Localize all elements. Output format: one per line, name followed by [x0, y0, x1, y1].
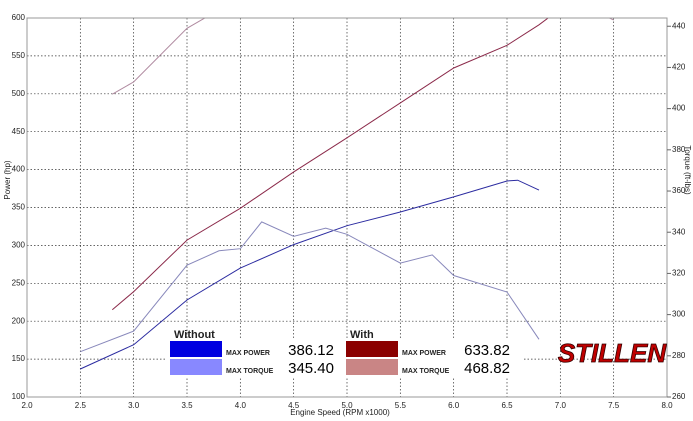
y2-tick-label: 300 — [672, 310, 686, 319]
legend-value: 633.82 — [464, 342, 510, 359]
x-tick-label: 8.0 — [661, 401, 673, 410]
legend-swatch — [170, 341, 222, 357]
y-tick-label: 550 — [12, 51, 26, 60]
series-line — [80, 221, 540, 353]
legend-value: 468.82 — [464, 360, 510, 377]
y-tick-label: 450 — [12, 127, 26, 136]
y-tick-label: 600 — [12, 13, 26, 22]
x-axis-title: Engine Speed (RPM x1000) — [290, 408, 390, 417]
series-line — [111, 18, 549, 311]
x-tick-label: 2.5 — [75, 401, 87, 410]
legend-background — [166, 338, 522, 378]
x-tick-label: 5.5 — [395, 401, 407, 410]
legend-swatch — [346, 359, 398, 375]
y-tick-label: 100 — [12, 392, 26, 401]
y2-tick-label: 280 — [672, 351, 686, 360]
series-line — [112, 18, 614, 95]
x-tick-label: 2.0 — [21, 401, 33, 410]
y2-tick-label: 320 — [672, 269, 686, 278]
x-tick-label: 3.5 — [181, 401, 193, 410]
series-line — [80, 179, 540, 370]
x-tick-label: 6.5 — [501, 401, 513, 410]
plot-lines — [80, 18, 614, 370]
x-tick-label: 3.0 — [128, 401, 140, 410]
legend-swatch — [346, 341, 398, 357]
legend-label: MAX TORQUE — [402, 368, 450, 375]
plot-border — [26, 17, 668, 398]
y-tick-label: 200 — [12, 316, 26, 325]
y2-tick-label: 400 — [672, 104, 686, 113]
y2-tick-label: 380 — [672, 145, 686, 154]
y2-tick-label: 360 — [672, 186, 686, 195]
y2-tick-label: 420 — [672, 63, 686, 72]
legend-title: Without — [174, 329, 215, 341]
legend-label: MAX TORQUE — [226, 368, 274, 375]
x-tick-label: 4.5 — [288, 401, 300, 410]
x-tick-label: 4.0 — [235, 401, 247, 410]
legend-label: MAX POWER — [226, 350, 270, 357]
legend-value: 386.12 — [288, 342, 334, 359]
logo: STILLEN — [558, 338, 668, 368]
legend-value: 345.40 — [288, 360, 334, 377]
y-tick-label: 300 — [12, 241, 26, 250]
legend-title: With — [350, 329, 374, 341]
y2-tick-label: 440 — [672, 21, 686, 30]
y-tick-label: 350 — [12, 203, 26, 212]
legend: Without MAX POWER 386.12 MAX TORQUE 345.40 Wi… — [166, 329, 522, 378]
y-tick-label: 400 — [12, 165, 26, 174]
x-tick-label: 7.0 — [555, 401, 567, 410]
legend-swatch — [170, 359, 222, 375]
x-tick-label: 6.0 — [448, 401, 460, 410]
y-tick-label: 500 — [12, 89, 26, 98]
legend-label: MAX POWER — [402, 350, 446, 357]
x-tick-label: 7.5 — [608, 401, 620, 410]
x-tick-label: 5.0 — [341, 401, 353, 410]
y-axis-title: Power (hp) — [3, 160, 12, 199]
y-tick-label: 250 — [12, 278, 26, 287]
y2-tick-label: 260 — [672, 392, 686, 401]
y2-axis-title: Torque (ft-lbs) — [683, 145, 692, 195]
y-tick-label: 150 — [12, 354, 26, 363]
y2-tick-label: 340 — [672, 227, 686, 236]
